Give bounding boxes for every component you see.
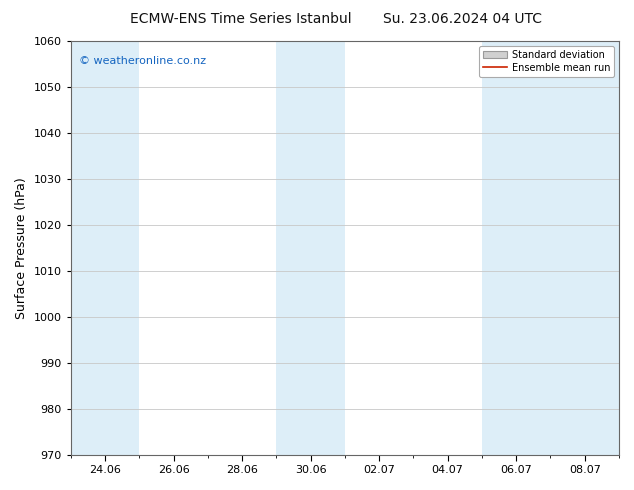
- Bar: [276, 41, 345, 455]
- Bar: [71, 41, 139, 455]
- Text: Su. 23.06.2024 04 UTC: Su. 23.06.2024 04 UTC: [384, 12, 542, 26]
- Y-axis label: Surface Pressure (hPa): Surface Pressure (hPa): [15, 177, 28, 318]
- Text: © weatheronline.co.nz: © weatheronline.co.nz: [79, 55, 206, 66]
- Legend: Standard deviation, Ensemble mean run: Standard deviation, Ensemble mean run: [479, 46, 614, 76]
- Text: ECMW-ENS Time Series Istanbul: ECMW-ENS Time Series Istanbul: [130, 12, 352, 26]
- Bar: [482, 41, 619, 455]
